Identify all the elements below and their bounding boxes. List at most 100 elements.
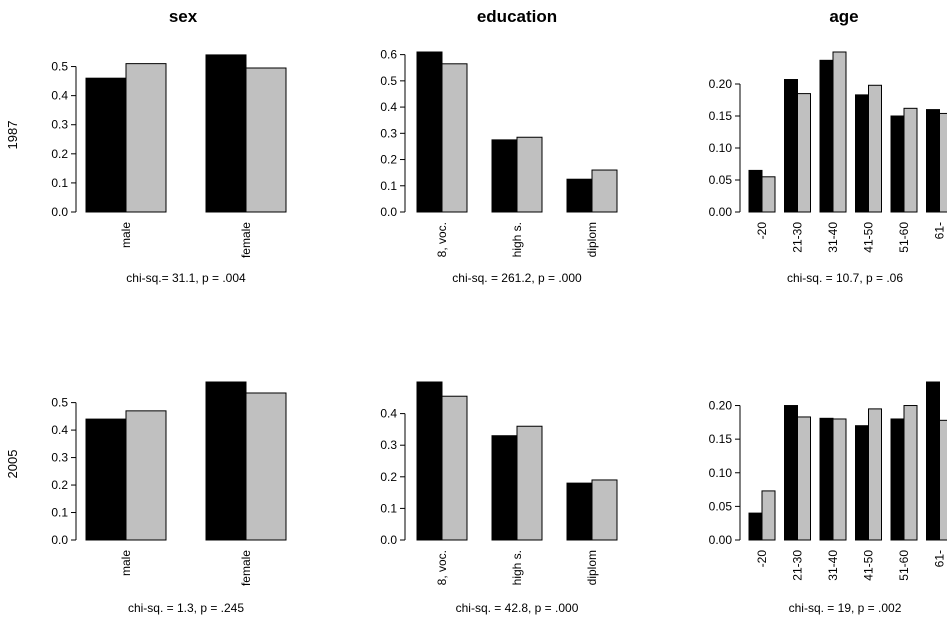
category-label: male bbox=[119, 550, 133, 576]
bar-panel-education-1987: 0.0 0.1 0.2 0.3 0.4 0.5 0.6 8, voc. high s. diplo… bbox=[380, 48, 618, 285]
y-tick-label: 0.0 bbox=[51, 205, 68, 219]
category-label: diplom bbox=[585, 222, 599, 257]
category-label: 41-50 bbox=[862, 550, 876, 581]
y-tick-label: 0.3 bbox=[380, 438, 397, 452]
bar-male-series-2 bbox=[125, 63, 167, 213]
chi-square-annotation: chi-sq.= 31.1, p = .004 bbox=[126, 271, 246, 285]
category-label: 41-50 bbox=[862, 222, 876, 253]
category-label: high s. bbox=[510, 550, 524, 585]
chi-square-annotation: chi-sq. = 261.2, p = .000 bbox=[452, 271, 582, 285]
y-tick-label: 0.15 bbox=[709, 109, 733, 123]
category-label: 8, voc. bbox=[435, 550, 449, 585]
chi-square-annotation: chi-sq. = 19, p = .002 bbox=[789, 601, 902, 615]
row-label-2005: 2005 bbox=[5, 450, 20, 479]
bar-female-series-2 bbox=[245, 67, 287, 213]
category-label: 31-40 bbox=[826, 222, 840, 253]
y-tick-label: 0.10 bbox=[709, 141, 733, 155]
bar-8, voc.-series-2 bbox=[441, 395, 468, 541]
bar-high s.-series-2 bbox=[516, 136, 543, 213]
y-tick-label: 0.15 bbox=[709, 432, 733, 446]
bar-21-30-series-1 bbox=[784, 405, 798, 541]
bar--20-series-2 bbox=[761, 490, 776, 541]
bar-31-40-series-1 bbox=[819, 417, 834, 541]
bar-high s.-series-1 bbox=[491, 139, 518, 213]
column-title-education: education bbox=[477, 7, 557, 26]
y-tick-label: 0.1 bbox=[51, 506, 68, 520]
y-tick-label: 0.20 bbox=[709, 399, 733, 413]
bar-male-series-1 bbox=[85, 77, 127, 213]
y-tick-label: 0.10 bbox=[709, 466, 733, 480]
category-label: 61- bbox=[933, 550, 947, 567]
chi-square-annotation: chi-sq. = 10.7, p = .06 bbox=[787, 271, 903, 285]
y-tick-label: 0.20 bbox=[709, 77, 733, 91]
y-tick-label: 0.05 bbox=[709, 499, 733, 513]
bar-panel-age-1987: 0.00 0.05 0.10 0.15 0.20 -20 21-30 31-40 41-50 51… bbox=[709, 51, 947, 285]
y-tick-label: 0.0 bbox=[380, 205, 397, 219]
bar-panel-sex-2005: 0.0 0.1 0.2 0.3 0.4 0.5 male female chi-sq. = 1.… bbox=[51, 381, 287, 615]
bar--20-series-1 bbox=[748, 512, 763, 541]
category-label: male bbox=[119, 222, 133, 248]
bar-41-50-series-1 bbox=[855, 94, 869, 213]
category-label: female bbox=[239, 550, 253, 586]
y-tick-label: 0.6 bbox=[380, 48, 397, 62]
y-tick-label: 0.0 bbox=[380, 533, 397, 547]
bar-41-50-series-2 bbox=[868, 408, 882, 541]
category-label: female bbox=[239, 222, 253, 258]
bar-male-series-1 bbox=[85, 418, 127, 541]
bar-51-60-series-1 bbox=[890, 418, 905, 541]
category-label: 51-60 bbox=[897, 222, 911, 253]
y-tick-label: 0.5 bbox=[51, 396, 68, 410]
y-tick-label: 0.0 bbox=[51, 533, 68, 547]
y-tick-label: 0.1 bbox=[380, 501, 397, 515]
bar-panel-sex-1987: 0.0 0.1 0.2 0.3 0.4 0.5 male female chi-sq.= 31.… bbox=[51, 54, 287, 285]
y-tick-label: 0.3 bbox=[51, 451, 68, 465]
bar-41-50-series-2 bbox=[868, 84, 882, 213]
category-label: 21-30 bbox=[791, 222, 805, 253]
bar-8, voc.-series-1 bbox=[416, 51, 443, 213]
bar-61--series-1 bbox=[926, 109, 940, 213]
bar-21-30-series-2 bbox=[797, 93, 811, 213]
bar-8, voc.-series-1 bbox=[416, 381, 443, 541]
bar-8, voc.-series-2 bbox=[441, 63, 468, 213]
bar-51-60-series-2 bbox=[903, 405, 918, 541]
bar--20-series-1 bbox=[748, 169, 763, 213]
bar-diplom-series-2 bbox=[591, 479, 618, 541]
bar-51-60-series-2 bbox=[903, 107, 918, 213]
y-tick-label: 0.1 bbox=[380, 179, 397, 193]
bar-21-30-series-1 bbox=[784, 79, 798, 213]
y-tick-label: 0.5 bbox=[51, 60, 68, 74]
y-tick-label: 0.3 bbox=[380, 126, 397, 140]
y-tick-label: 0.4 bbox=[51, 423, 68, 437]
bar-female-series-2 bbox=[245, 392, 287, 541]
bar-diplom-series-1 bbox=[566, 482, 593, 541]
y-tick-label: 0.05 bbox=[709, 173, 733, 187]
bar-high s.-series-1 bbox=[491, 435, 518, 541]
bar-51-60-series-1 bbox=[890, 115, 905, 213]
category-label: 61- bbox=[933, 222, 947, 239]
y-tick-label: 0.3 bbox=[51, 118, 68, 132]
category-label: -20 bbox=[755, 222, 769, 240]
y-tick-label: 0.00 bbox=[709, 205, 733, 219]
bar-61--series-2 bbox=[939, 419, 947, 541]
y-tick-label: 0.4 bbox=[380, 100, 397, 114]
category-label: diplom bbox=[585, 550, 599, 585]
y-tick-label: 0.2 bbox=[380, 153, 397, 167]
category-label: 8, voc. bbox=[435, 222, 449, 257]
category-label: -20 bbox=[755, 550, 769, 568]
y-tick-label: 0.00 bbox=[709, 533, 733, 547]
y-tick-label: 0.4 bbox=[51, 89, 68, 103]
bar--20-series-2 bbox=[761, 176, 776, 213]
bar-diplom-series-2 bbox=[591, 169, 618, 213]
chi-square-annotation: chi-sq. = 1.3, p = .245 bbox=[128, 601, 244, 615]
bar-male-series-2 bbox=[125, 410, 167, 541]
y-tick-label: 0.4 bbox=[380, 407, 397, 421]
y-tick-label: 0.2 bbox=[51, 478, 68, 492]
y-tick-label: 0.1 bbox=[51, 176, 68, 190]
bar-21-30-series-2 bbox=[797, 416, 811, 541]
y-tick-label: 0.2 bbox=[380, 470, 397, 484]
bar-31-40-series-2 bbox=[832, 418, 847, 541]
bar-31-40-series-1 bbox=[819, 59, 834, 213]
bar-panel-age-2005: 0.00 0.05 0.10 0.15 0.20 -20 21-30 31-40 41-50 51… bbox=[709, 381, 947, 615]
category-label: 31-40 bbox=[826, 550, 840, 581]
